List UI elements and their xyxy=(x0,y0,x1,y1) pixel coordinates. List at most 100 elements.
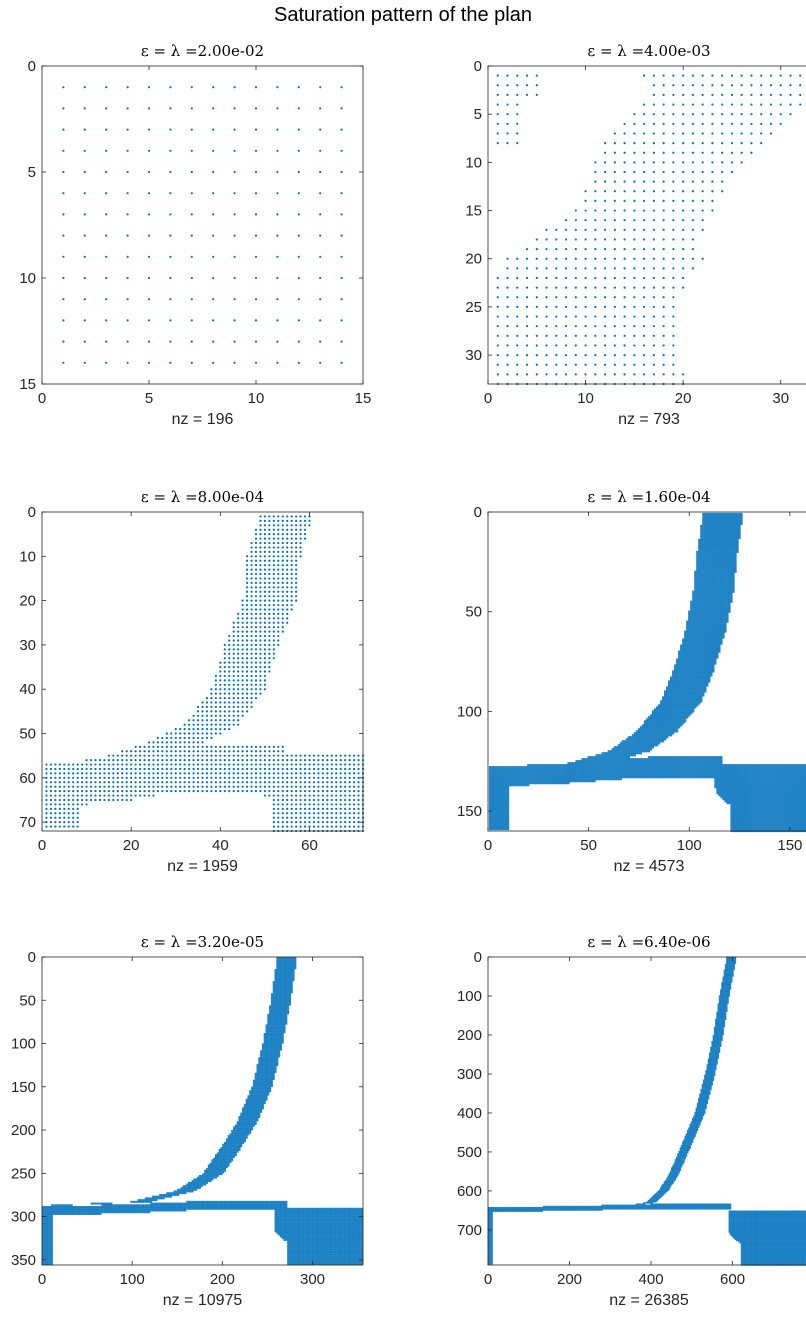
nz-dot xyxy=(652,276,655,280)
nz-dot xyxy=(152,767,155,771)
nz-dot xyxy=(245,674,249,678)
nz-dot xyxy=(219,767,222,771)
nz-dot xyxy=(308,816,311,819)
nz-dot xyxy=(259,515,262,518)
nz-cell xyxy=(704,552,707,555)
nz-cell xyxy=(714,634,717,637)
nz-cell xyxy=(706,650,709,653)
nz-cell xyxy=(641,746,645,749)
nz-cell xyxy=(698,576,701,579)
nz-dot xyxy=(352,767,356,771)
nz-dot xyxy=(237,652,240,655)
nz-cell xyxy=(694,600,697,603)
nz-dot xyxy=(506,113,509,116)
nz-cell xyxy=(684,702,687,705)
nz-dot xyxy=(169,213,172,216)
nz-cell xyxy=(668,690,671,693)
nz-dot xyxy=(555,315,558,318)
nz-dot xyxy=(228,692,231,695)
nz-dot xyxy=(205,772,209,775)
nz-cell xyxy=(680,644,683,647)
nz-dot xyxy=(250,568,253,571)
nz-dot xyxy=(297,340,300,343)
nz-cell xyxy=(611,754,614,757)
nz-dot xyxy=(662,113,665,116)
nz-dot xyxy=(330,790,333,793)
nz-cell xyxy=(690,626,693,629)
nz-dot xyxy=(594,170,597,174)
nz-cell xyxy=(726,616,729,619)
nz-dot xyxy=(228,714,231,717)
nz-cell xyxy=(631,740,635,743)
nz-dot xyxy=(138,767,142,771)
nz-dot xyxy=(286,568,289,571)
nz-cell xyxy=(694,636,697,639)
nz-dot xyxy=(196,719,200,722)
nz-cell xyxy=(706,514,709,518)
nz-dot xyxy=(672,238,675,241)
nz-cell xyxy=(676,710,679,713)
nz-dot xyxy=(672,247,675,251)
nz-cell xyxy=(672,696,675,699)
nz-dot xyxy=(496,344,499,347)
nz-dot xyxy=(281,825,284,828)
nz-dot xyxy=(730,113,734,116)
nz-cell xyxy=(710,644,713,647)
nz-cell xyxy=(732,554,735,557)
nz-cell xyxy=(694,682,697,685)
nz-cell xyxy=(663,716,667,719)
nz-cell xyxy=(708,666,711,669)
nz-dot xyxy=(237,759,240,762)
nz-dot xyxy=(344,798,347,802)
nz-dot xyxy=(308,790,311,793)
nz-dot xyxy=(555,325,558,328)
nz-dot xyxy=(277,515,280,518)
nz-cell xyxy=(700,606,703,609)
nz-cell xyxy=(678,706,681,709)
nz-dot xyxy=(277,533,280,536)
nz-dot xyxy=(76,763,79,766)
nz-dot xyxy=(564,257,568,260)
nz-cell xyxy=(708,620,711,623)
nz-cell xyxy=(722,616,725,619)
nz-dot xyxy=(210,790,213,793)
nz-cell xyxy=(694,652,697,655)
nz-cell xyxy=(657,738,661,741)
nz-dot xyxy=(67,790,70,793)
nz-dot xyxy=(691,151,695,154)
nz-dot xyxy=(54,781,57,784)
nz-cell xyxy=(718,554,721,557)
nz-dot xyxy=(281,767,284,771)
nz-dot xyxy=(603,373,607,376)
nz-cell xyxy=(690,638,693,641)
nz-cell xyxy=(668,686,671,689)
nz-dot xyxy=(156,772,160,775)
nz-dot xyxy=(352,763,356,766)
nz-dot xyxy=(335,781,338,784)
nz-cell xyxy=(724,562,727,565)
nz-cell xyxy=(696,602,699,605)
nz-dot xyxy=(237,781,240,784)
nz-dot xyxy=(237,767,240,771)
nz-cell xyxy=(696,640,699,643)
nz-dot xyxy=(263,772,267,775)
nz-dot xyxy=(233,340,236,343)
nz-cell xyxy=(651,722,655,725)
nz-dot xyxy=(357,821,360,824)
nz-cell xyxy=(706,648,709,651)
nz-dot xyxy=(174,754,177,757)
nz-cell xyxy=(720,542,723,546)
nz-dot xyxy=(152,794,155,797)
nz-cell xyxy=(657,712,661,715)
nz-dot xyxy=(228,719,231,722)
nz-dot xyxy=(272,630,275,633)
nz-dot xyxy=(290,564,293,567)
nz-dot xyxy=(81,803,84,806)
nz-dot xyxy=(147,128,151,131)
nz-cell xyxy=(708,538,711,542)
nz-dot xyxy=(286,781,289,784)
nz-cell xyxy=(692,666,695,669)
nz-cell xyxy=(726,556,729,559)
nz-dot xyxy=(263,634,267,638)
nz-cell xyxy=(702,518,705,522)
